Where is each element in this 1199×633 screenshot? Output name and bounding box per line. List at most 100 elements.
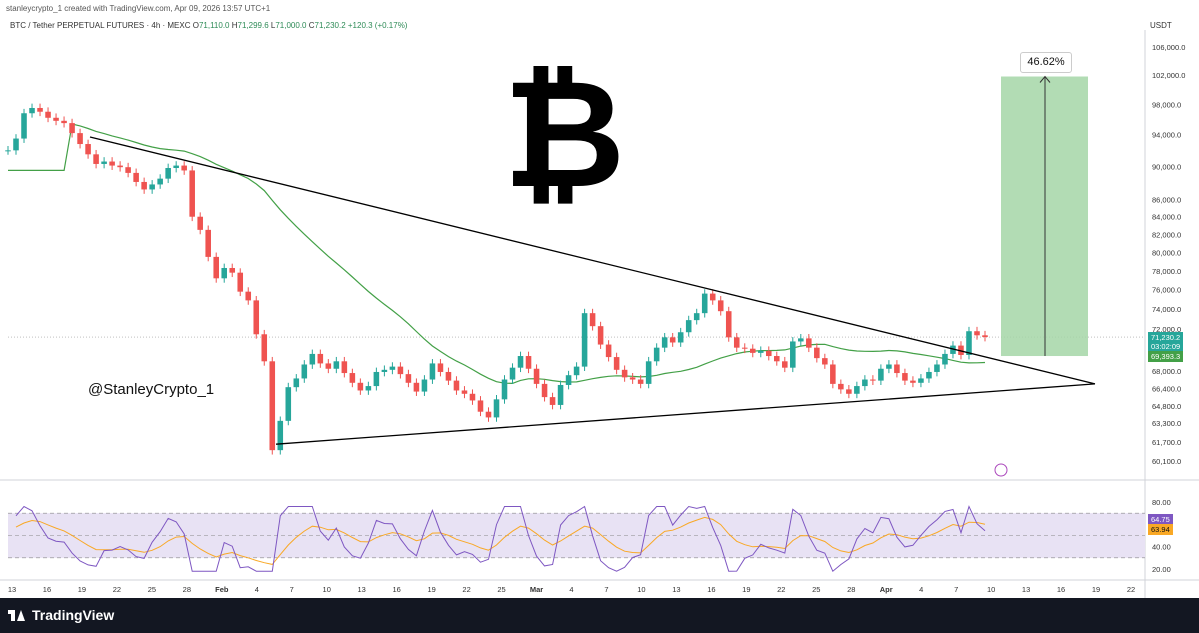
author-watermark: @StanleyCrypto_1 [88,381,215,398]
candle-body [45,111,51,118]
candle-body [677,332,684,343]
candle-body [277,420,284,451]
candle-body [685,320,692,333]
candle-body [653,347,660,362]
candle-body [477,400,484,412]
candle-body [597,326,604,345]
candle-body [966,331,972,355]
candle-body [189,170,195,217]
candle-body [846,389,852,394]
symbol-legend: BTC / Tether PERPETUAL FUTURES · 4h · ME… [10,21,407,30]
price-tick-label: 74,000.0 [1152,305,1181,314]
time-tick-label: 16 [1057,585,1065,594]
candle-body [101,161,107,164]
time-tick-label: 19 [427,585,435,594]
tradingview-logo[interactable]: TradingView [8,607,114,623]
time-tick-label: 22 [462,585,470,594]
time-tick-label: 28 [183,585,191,594]
price-tick-label: 98,000.0 [1152,100,1181,109]
candle-body [733,337,740,348]
brand-name: TradingView [32,607,115,623]
price-tick-label: 90,000.0 [1152,162,1181,171]
price-tick-label: 80,000.0 [1152,248,1181,257]
price-tick-label: 60,100.0 [1152,457,1181,466]
open-label: O [192,21,199,30]
close-value: 71,230.2 [314,21,346,30]
lightning-icon [994,463,1008,477]
misc [994,463,1008,477]
time-tick-label: 7 [954,585,958,594]
candle-body [790,341,796,368]
time-tick-label: 13 [672,585,680,594]
candle-body [165,168,171,179]
rsi-ma-line [15,516,986,565]
candle-body [213,256,219,279]
low-value: 71,000.0 [275,21,307,30]
candle-body [245,291,252,301]
candle-body [37,107,43,112]
candle-body [757,350,764,353]
candle-body [701,293,708,314]
rsi-ma-tag: 63.94 [1148,524,1173,535]
time-tick-label: 10 [323,585,331,594]
time-tick-label: 22 [113,585,121,594]
rsi-tick-label: 40.00 [1152,543,1171,552]
candle-body [229,267,236,273]
candle-body [878,368,884,381]
candle-body [645,361,652,384]
price-tick-label: 64,800.0 [1152,402,1181,411]
candle-body [397,366,404,375]
ma-value-tag: 69,393.3 [1148,351,1184,362]
price-tick-label: 102,000.0 [1152,71,1185,80]
footer-bar: TradingView [0,598,1199,633]
target-percent-label: 46.62% [1020,52,1072,73]
candle-body [373,371,380,387]
price-tick-label: 76,000.0 [1152,286,1181,295]
candle-body [149,184,155,190]
time-tick-label: 10 [987,585,995,594]
time-tick-label: 22 [777,585,785,594]
price-tick-label: 84,000.0 [1152,213,1181,222]
candle-body [541,383,548,398]
open-value: 71,110.0 [198,21,230,30]
candle-body [774,356,780,362]
candle-body [21,113,27,139]
chart-canvas[interactable]: 106,000.0 102,000.0 98,000.0 94,000.0 90,000… [0,0,1199,598]
candle-body [525,356,532,369]
candle-body [13,138,19,151]
price-tick-label: 94,000.0 [1152,131,1181,140]
price-tick-label: 106,000.0 [1152,43,1185,52]
time-tick-label: 13 [358,585,366,594]
candle-body [741,347,748,349]
price-tick-label: 78,000.0 [1152,267,1181,276]
time-tick-label: 4 [919,585,923,594]
candle-body [501,379,508,400]
candle-body [669,337,676,343]
candle-body [725,311,732,338]
candle-body [822,358,828,365]
candle-body [902,373,908,381]
grid [0,30,1199,598]
time-tick-label: 16 [43,585,51,594]
time-tick-label: 10 [637,585,645,594]
candle-body [557,384,564,405]
candle-body [157,178,163,185]
candle-body [357,382,364,391]
candle-body [798,338,804,342]
bitcoin-logo-icon: ₿ [503,48,626,222]
time-tick-label: 13 [8,585,16,594]
target-arrow-head [1039,75,1051,83]
candle-body [237,272,244,292]
candle-body [453,380,460,391]
time-tick-label: 19 [78,585,86,594]
candle-body [517,356,524,368]
candle-body [5,150,11,152]
candle-body [950,345,956,354]
time-tick-label: 28 [847,585,855,594]
candle-body [125,167,131,173]
candle-body [886,364,892,369]
candle-body [205,229,211,257]
time-tick-label: 25 [148,585,156,594]
time-tick-label: 19 [742,585,750,594]
time-tick-label: 25 [812,585,820,594]
